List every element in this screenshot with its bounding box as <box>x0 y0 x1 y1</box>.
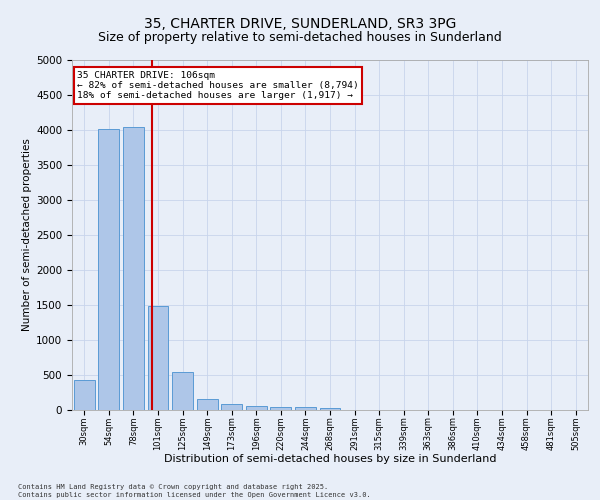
Bar <box>123 126 144 410</box>
Text: Size of property relative to semi-detached houses in Sunderland: Size of property relative to semi-detach… <box>98 31 502 44</box>
Bar <box>271 406 292 410</box>
Bar <box>172 372 193 410</box>
Bar <box>74 380 95 410</box>
Text: 35, CHARTER DRIVE, SUNDERLAND, SR3 3PG: 35, CHARTER DRIVE, SUNDERLAND, SR3 3PG <box>144 18 456 32</box>
Bar <box>246 406 267 410</box>
Bar <box>98 128 119 410</box>
Bar <box>295 407 316 410</box>
Bar <box>221 404 242 410</box>
Text: Contains HM Land Registry data © Crown copyright and database right 2025.
Contai: Contains HM Land Registry data © Crown c… <box>18 484 371 498</box>
Bar <box>197 399 218 410</box>
Bar <box>148 306 169 410</box>
X-axis label: Distribution of semi-detached houses by size in Sunderland: Distribution of semi-detached houses by … <box>164 454 496 464</box>
Y-axis label: Number of semi-detached properties: Number of semi-detached properties <box>22 138 32 332</box>
Bar <box>320 408 340 410</box>
Text: 35 CHARTER DRIVE: 106sqm
← 82% of semi-detached houses are smaller (8,794)
18% o: 35 CHARTER DRIVE: 106sqm ← 82% of semi-d… <box>77 70 359 101</box>
